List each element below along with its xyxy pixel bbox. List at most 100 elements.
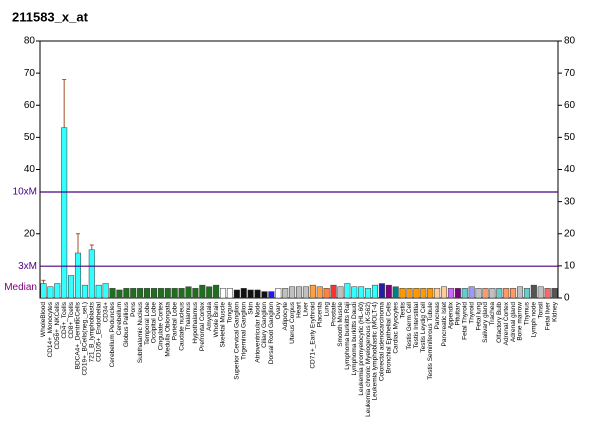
x-tick-label: Kidney: [551, 301, 558, 322]
bar: [461, 288, 468, 299]
x-tick-label: Skeletal Muscle: [220, 302, 227, 348]
bar: [240, 288, 247, 299]
bar: [392, 286, 399, 299]
bar: [95, 284, 102, 299]
bar: [137, 288, 144, 299]
x-tick-label: Parietal Lobe: [171, 302, 178, 341]
bar: [503, 288, 510, 299]
x-tick-label: CD19+_BCells(neg._sel.): [82, 302, 89, 376]
x-tick-label: Tonsil: [537, 301, 544, 318]
x-tick-label: Cerebellum: [116, 302, 123, 335]
x-tick-label: Medulla Oblongata: [164, 302, 171, 357]
x-tick-label: Pons: [130, 301, 137, 317]
bar: [517, 286, 524, 299]
x-tick-label: Uterus Corpus: [289, 301, 296, 344]
bar: [551, 288, 558, 299]
bar: [213, 284, 220, 299]
x-tick-label: Colorectal adenocarcinoma: [379, 302, 386, 382]
bar: [157, 288, 164, 299]
bar: [233, 289, 240, 299]
x-tick-label: Bone marrow: [517, 302, 524, 341]
x-tick-label: CD4+_Tcells: [61, 301, 68, 338]
y2-tick-label: 50: [564, 132, 576, 143]
x-tick-label: Salivary gland: [482, 302, 489, 343]
x-tick-label: Dorsal Root Ganglion: [268, 302, 275, 365]
y2-tick-label: 30: [564, 196, 576, 207]
x-tick-label: Leukemia chronic Myelogenous (K-562): [365, 302, 372, 417]
x-tick-label: Lymphoma burkitts Daudi: [351, 302, 358, 375]
x-tick-label: Testis Interstitial: [413, 301, 420, 348]
bar: [178, 288, 185, 299]
x-tick-label: Adrenal Cortex: [503, 301, 510, 345]
x-tick-label: Lung: [323, 302, 330, 317]
x-tick-label: Globus Pallidus: [123, 301, 130, 347]
bar: [54, 283, 61, 299]
x-tick-label: Lymph node: [531, 302, 538, 338]
x-tick-label: Smooth Muscle: [337, 302, 344, 347]
x-tick-label: Thyroid: [468, 302, 475, 324]
bar: [323, 288, 330, 299]
bar: [344, 283, 351, 299]
bar: [316, 286, 323, 299]
chart-title: 211583_x_at: [12, 9, 89, 24]
x-tick-label: Cerebellum Peduncles: [109, 301, 116, 367]
bar: [74, 252, 81, 299]
bar: [185, 286, 192, 299]
bar: [427, 288, 434, 299]
bar: [496, 288, 503, 299]
x-tick-label: Fetal lung: [475, 302, 482, 331]
x-tick-label: Adrenal gland: [510, 302, 517, 342]
x-tick-label: Placenta: [316, 302, 323, 328]
x-tick-label: Whole Brain: [213, 302, 220, 338]
x-tick-label: CD105+_Endothelial: [95, 301, 102, 361]
bar: [88, 249, 95, 299]
x-tick-label: Amygdala: [206, 302, 213, 331]
bar: [530, 284, 537, 299]
x-tick-label: Pancreatic Islet: [441, 302, 448, 347]
bar: [192, 288, 199, 299]
bar: [482, 288, 489, 299]
bar: [289, 286, 296, 299]
bar: [510, 288, 517, 299]
bar: [261, 291, 268, 299]
bar: [441, 286, 448, 299]
bar: [275, 288, 282, 299]
x-tick-label: Atrioventricular Node: [254, 302, 261, 363]
x-tick-label: Trigeminal Ganglion: [240, 302, 247, 360]
bar: [68, 275, 75, 299]
bar: [144, 288, 151, 299]
y2-tick-label: 20: [564, 228, 576, 239]
bar: [537, 286, 544, 299]
x-tick-label: Cingulate Cortex: [158, 301, 165, 350]
bar: [199, 284, 206, 299]
y2-tick-label: 80: [564, 36, 576, 47]
x-tick-label: CD8+_Tcells: [68, 301, 75, 338]
x-tick-label: Pituitary: [455, 301, 462, 325]
x-tick-label: Prefrontal Cortex: [199, 301, 206, 351]
bar: [544, 288, 551, 299]
x-tick-label: Leukemia lymphoblastic (MOLT-4): [372, 302, 379, 401]
x-tick-label: Testis Leydig Cell: [420, 301, 427, 352]
bar: [420, 288, 427, 299]
x-tick-label: BDCA4+_DentriticCells: [75, 301, 82, 369]
bar: [468, 286, 475, 299]
bar: [282, 288, 289, 299]
x-tick-label: CD56+_NKCells: [54, 301, 61, 349]
x-tick-label: WholeBlood: [40, 302, 47, 337]
x-tick-label: Testis Germ Cell: [406, 301, 413, 349]
reference-label: 3xM: [18, 261, 37, 272]
plot-frame: [39, 40, 559, 299]
bar: [330, 284, 337, 299]
reference-label: Median: [4, 282, 37, 293]
y-tick-label: 70: [24, 68, 36, 79]
y2-tick-label: 70: [564, 68, 576, 79]
x-tick-label: Hypothalamus: [192, 301, 199, 343]
x-tick-label: Prostate: [330, 302, 337, 327]
bar: [268, 291, 275, 299]
bar: [247, 289, 254, 299]
bar: [47, 286, 54, 299]
x-tick-label: Skin: [247, 302, 254, 315]
bar: [454, 288, 461, 299]
bar: [206, 286, 213, 299]
x-tick-label: Pancreas: [434, 301, 441, 329]
